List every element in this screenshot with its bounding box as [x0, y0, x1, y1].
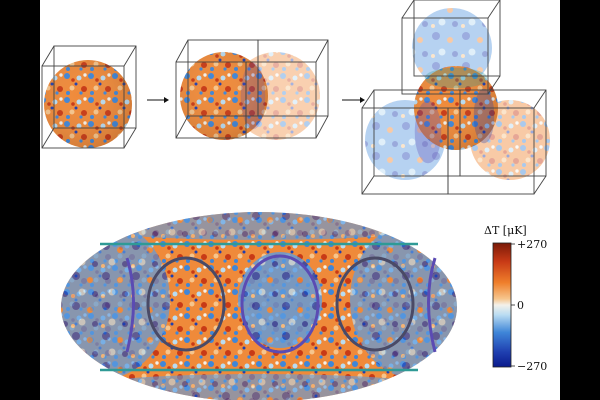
mollweide-map — [61, 212, 457, 400]
cmb-sphere-faded — [412, 8, 492, 88]
matched-circle — [125, 257, 135, 353]
matched-circle — [473, 88, 495, 144]
matched-circle — [335, 256, 415, 352]
cube-wireframe — [41, 45, 137, 149]
figure-svg: ΔT [μK] +270 0 −270 — [41, 0, 550, 400]
matched-circle — [424, 67, 488, 89]
colorbar-title: ΔT [μK] — [484, 224, 527, 237]
colorbar-tick-max: +270 — [517, 238, 547, 251]
panel-single-cube — [41, 45, 137, 149]
matched-circle — [146, 256, 226, 352]
panel-two-cubes — [175, 39, 329, 140]
arrow-2 — [342, 97, 365, 103]
matched-circle — [240, 254, 320, 354]
panel-four-cubes — [361, 0, 550, 195]
colorbar-tick-mid: 0 — [517, 299, 524, 312]
matched-circle — [414, 100, 442, 164]
colorbar-tick-min: −270 — [517, 360, 547, 373]
colorbar: ΔT [μK] +270 0 −270 — [484, 224, 547, 373]
arrow-1 — [147, 97, 169, 103]
cube-wireframe — [175, 39, 329, 139]
cube-wireframe — [361, 0, 547, 195]
figure-canvas: ΔT [μK] +270 0 −270 — [40, 0, 560, 400]
matched-circle — [427, 257, 437, 353]
matched-circle — [240, 62, 266, 130]
colorbar-gradient — [492, 242, 512, 368]
